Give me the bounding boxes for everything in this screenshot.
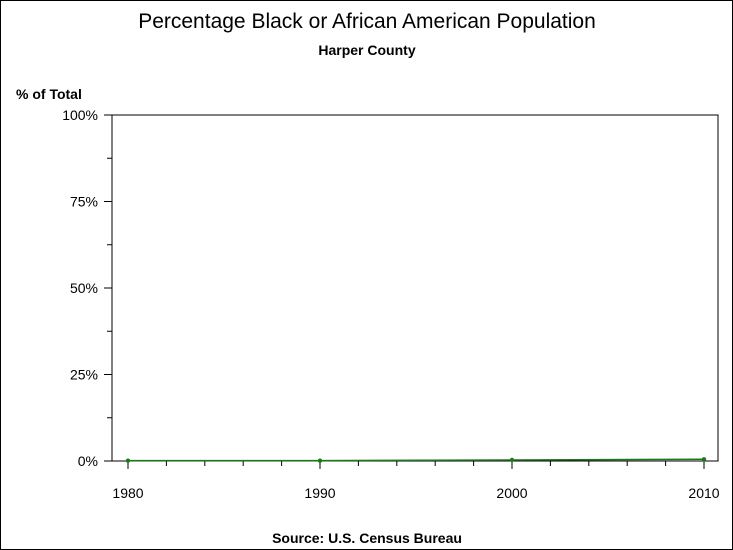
series-group — [125, 457, 707, 463]
data-point — [317, 458, 323, 463]
y-tick-label: 25% — [70, 367, 98, 383]
y-axis: 0% 25% 50% 75% 100% — [62, 107, 112, 469]
x-tick-label: 2010 — [688, 485, 719, 501]
y-axis-label: % of Total — [16, 86, 82, 102]
series-line — [128, 458, 705, 462]
x-tick-label: 1980 — [112, 485, 143, 501]
data-point — [125, 458, 131, 463]
x-tick-label: 1990 — [304, 485, 335, 501]
data-point — [701, 457, 707, 462]
y-tick-label: 75% — [70, 194, 98, 210]
data-point — [509, 457, 515, 463]
y-tick-label: 100% — [62, 107, 98, 123]
y-tick-label: 0% — [78, 453, 98, 469]
chart-title: Percentage Black or African American Pop… — [138, 10, 596, 33]
x-axis: 1980 1990 2000 2010 — [112, 461, 720, 501]
footnote: Source: U.S. Census Bureau — [272, 530, 462, 546]
x-tick-label: 2000 — [496, 485, 527, 501]
y-tick-label: 50% — [70, 280, 98, 296]
chart-subtitle: Harper County — [318, 42, 415, 58]
plot-area — [111, 114, 719, 462]
